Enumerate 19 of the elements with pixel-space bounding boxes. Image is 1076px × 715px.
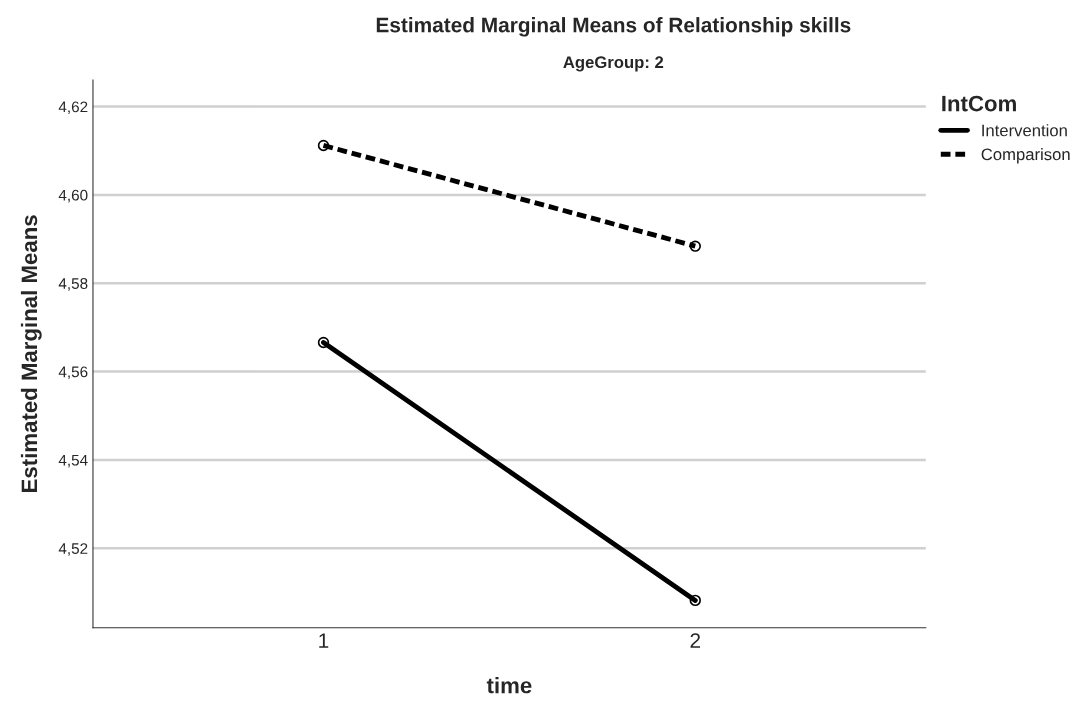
legend-label: Intervention xyxy=(982,124,1067,137)
point xyxy=(689,240,701,252)
y-tick-label: 4,52 xyxy=(58,543,88,556)
legend-title: IntCom xyxy=(942,95,1016,112)
y-tick-label: 4,60 xyxy=(58,189,88,203)
x-tick-label: 1 xyxy=(319,633,329,648)
y-tick-label: 4,56 xyxy=(58,366,88,380)
y-tick-label: 4,54 xyxy=(58,454,88,468)
y-tick-label: 4,58 xyxy=(58,278,88,291)
chart-subtitle: AgeGroup: 2 xyxy=(563,56,664,72)
x-axis-title: time xyxy=(486,677,532,694)
point xyxy=(317,139,330,152)
point xyxy=(317,336,330,349)
x-tick-label: 2 xyxy=(690,633,701,648)
y-tick-label: 4,62 xyxy=(58,101,88,115)
chart-title: Estimated Marginal Means of Relationship skills xyxy=(376,17,851,37)
legend-label: Comparison xyxy=(981,148,1070,164)
point xyxy=(689,594,701,607)
y-axis-title: Estimated Marginal Means xyxy=(20,215,42,492)
